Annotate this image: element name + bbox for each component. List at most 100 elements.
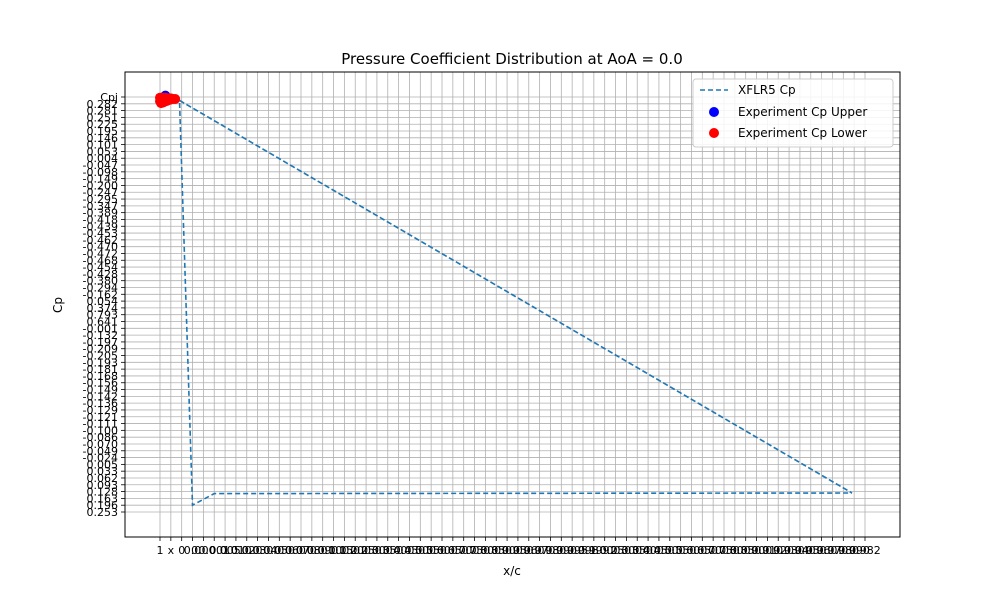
y-tick-label: -0.247 [83,186,118,199]
x-tick-label: 0.060 [274,544,306,557]
point-experiment-lower [162,93,173,104]
y-tick-label: -0.468 [83,254,118,267]
y-tick-label: 0.101 [87,139,119,152]
y-tick-label: 0.093 [87,479,119,492]
legend-marker-lower [709,128,719,138]
y-tick-label: -0.129 [83,404,118,417]
legend-label-lower: Experiment Cp Lower [738,126,867,140]
x-tick-label: 0.850 [730,544,762,557]
x-tick-label: 0.982 [849,544,881,557]
y-tick-label: -0.149 [83,384,118,397]
y-tick-label: -0.098 [83,166,118,179]
grid-x [159,72,866,537]
x-tick-label: 0.300 [361,544,393,557]
x-tick-label: 0.400 [383,544,415,557]
grid-y [125,96,900,513]
plot-frame [124,71,901,538]
x-tick-label: 1 [157,544,164,557]
y-tick-label: -0.209 [83,343,118,356]
y-tick-label: -0.472 [83,247,118,260]
series-line-xflr5 [178,98,853,507]
chart-title: Pressure Coefficient Distribution at AoA… [341,50,683,68]
y-tick-label: -0.001 [83,322,118,335]
y-tick-label: -0.100 [83,424,118,437]
y-tick-label: 0.033 [87,465,119,478]
x-tick-label: 0.00 [191,544,216,557]
y-tick-label: 0.281 [87,105,119,118]
x-tick-label: 0.350 [372,544,404,557]
y-tick-label: 0.253 [87,506,119,519]
x-tick-label: 0.030 [242,544,274,557]
x-tick-label: 0.550 [415,544,447,557]
x-tick-label: 1.000 [589,544,621,557]
y-tick-label: -0.049 [83,445,118,458]
y-tick-label: -0.470 [83,241,118,254]
plot-area [124,71,901,538]
x-axis-label: x/c [503,564,521,578]
legend-label-xflr5: XFLR5 Cp [738,83,796,97]
x-tick-label: 0.250 [600,544,632,557]
y-tick-label: -0.454 [83,261,118,274]
x-tick-label: 0.970 [524,544,556,557]
x-tick-label: 0.980 [535,544,567,557]
y-tick-label: -0.389 [83,207,118,220]
x-tick-label: 0.800 [470,544,502,557]
y-tick-label: -0.295 [83,193,118,206]
x-tick-label: 0.050 [264,544,296,557]
legend-frame [692,78,894,148]
x-tick-label: x [168,544,175,557]
y-tick-label: 0.163 [87,492,119,505]
y-tick-label: -0.070 [83,438,118,451]
y-tick-label: Cpj [100,91,118,104]
y-tick-label: -0.111 [83,418,118,431]
x-axis-ticks: 1 x 00.00.000.0010.0050.0100.0200.0300.040… [157,537,881,557]
x-tick-label: 0.010 [220,544,252,557]
y-tick-label: -0.136 [83,397,118,410]
y-tick-label: -0.181 [83,363,118,376]
x-tick-label: 0.500 [654,544,686,557]
legend-label-upper: Experiment Cp Upper [738,105,867,119]
x-tick-label: 0.940 [784,544,816,557]
x-tick-label: 0.999 [578,544,610,557]
x-tick-label: 0 [178,544,185,557]
y-tick-label: -0.047 [83,159,118,172]
y-tick-label: -0.142 [83,390,118,403]
y-axis-label: Cp [51,297,65,313]
x-tick-label: 0.450 [394,544,426,557]
x-tick-label: 0.900 [741,544,773,557]
y-tick-label: 0.641 [87,316,119,329]
x-tick-label: 0.150 [329,544,361,557]
y-tick-label: -0.453 [83,227,118,240]
y-tick-label: -0.024 [83,452,118,465]
x-tick-label: 0.001 [198,544,230,557]
y-tick-label: -0.162 [83,288,118,301]
y-tick-label: -0.200 [83,179,118,192]
y-tick-label: 0.005 [87,458,119,471]
y-tick-label: 0.004 [87,152,119,165]
x-tick-label: 0.800 [719,544,751,557]
x-tick-label: 0.950 [502,544,534,557]
x-tick-label: 0.960 [513,544,545,557]
y-tick-label: 0.793 [87,309,119,322]
x-tick-label: 0.600 [676,544,708,557]
y-tick-label: 0.128 [87,486,119,499]
x-tick-label: 0.0 [184,544,202,557]
x-tick-label: 0.920 [762,544,794,557]
plot-background [125,72,900,537]
x-tick-label: 0.200 [339,544,371,557]
x-tick-label: 0.930 [773,544,805,557]
y-tick-label: -0.380 [83,275,118,288]
y-tick-label: -0.086 [83,431,118,444]
y-tick-label: 0.195 [87,125,119,138]
series-layer [155,90,853,507]
x-tick-label: 0.750 [708,544,740,557]
y-tick-label: -0.418 [83,213,118,226]
y-tick-label: -0.121 [83,411,118,424]
x-tick-label: 0.950 [795,544,827,557]
y-tick-label: 0.251 [87,111,119,124]
x-tick-label: 0.500 [405,544,437,557]
y-tick-label: -0.347 [83,200,118,213]
x-tick-label: 0.550 [665,544,697,557]
legend: XFLR5 Cp Experiment Cp Upper Experiment … [692,78,894,148]
